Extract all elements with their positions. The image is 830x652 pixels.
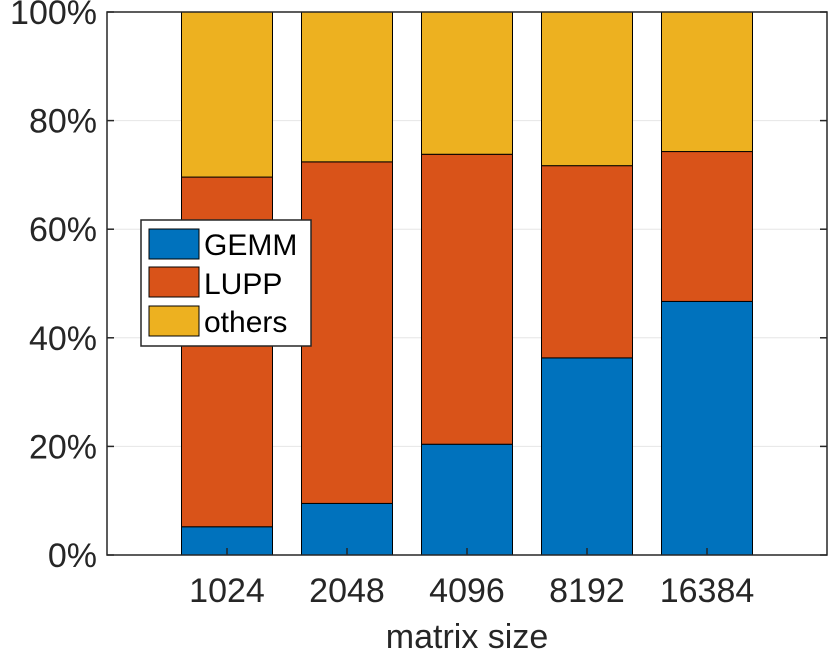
x-axis-title: matrix size xyxy=(386,618,548,652)
bar-others-1024 xyxy=(181,11,273,178)
bars xyxy=(181,11,753,556)
y-tick-label: 60% xyxy=(29,211,97,249)
y-tick-label: 20% xyxy=(29,428,97,466)
legend-swatch-gemm xyxy=(148,228,200,260)
legend: GEMM LUPP others xyxy=(140,219,312,347)
x-tick-label: 16384 xyxy=(660,572,755,610)
y-tick-label: 100% xyxy=(10,0,97,32)
y-tick-label: 80% xyxy=(29,103,97,141)
x-tick-label: 8192 xyxy=(549,572,625,610)
bar-gemm-4096 xyxy=(421,443,513,556)
x-axis-ticks: 1024 2048 4096 8192 16384 xyxy=(189,548,754,610)
y-tick-label: 40% xyxy=(29,320,97,358)
y-axis-ticks: 0% 20% 40% 60% 80% 100% xyxy=(10,0,827,575)
bar-gemm-16384 xyxy=(661,300,753,556)
bar-others-8192 xyxy=(541,11,633,167)
bar-gemm-2048 xyxy=(301,502,393,556)
legend-swatch-lupp xyxy=(148,266,200,298)
y-tick-label: 0% xyxy=(48,537,97,575)
bar-others-4096 xyxy=(421,11,513,155)
legend-label-others: others xyxy=(204,306,287,339)
x-tick-label: 1024 xyxy=(189,572,265,610)
legend-swatch-others xyxy=(148,305,200,337)
bar-lupp-16384 xyxy=(661,151,753,302)
x-tick-label: 2048 xyxy=(309,572,385,610)
bar-lupp-8192 xyxy=(541,165,633,359)
bar-others-16384 xyxy=(661,11,753,153)
x-tick-label: 4096 xyxy=(429,572,505,610)
bar-gemm-8192 xyxy=(541,357,633,556)
bar-lupp-4096 xyxy=(421,153,513,445)
bar-others-2048 xyxy=(301,11,393,163)
legend-label-gemm: GEMM xyxy=(204,229,297,262)
legend-label-lupp: LUPP xyxy=(204,268,282,301)
bar-lupp-2048 xyxy=(301,161,393,504)
